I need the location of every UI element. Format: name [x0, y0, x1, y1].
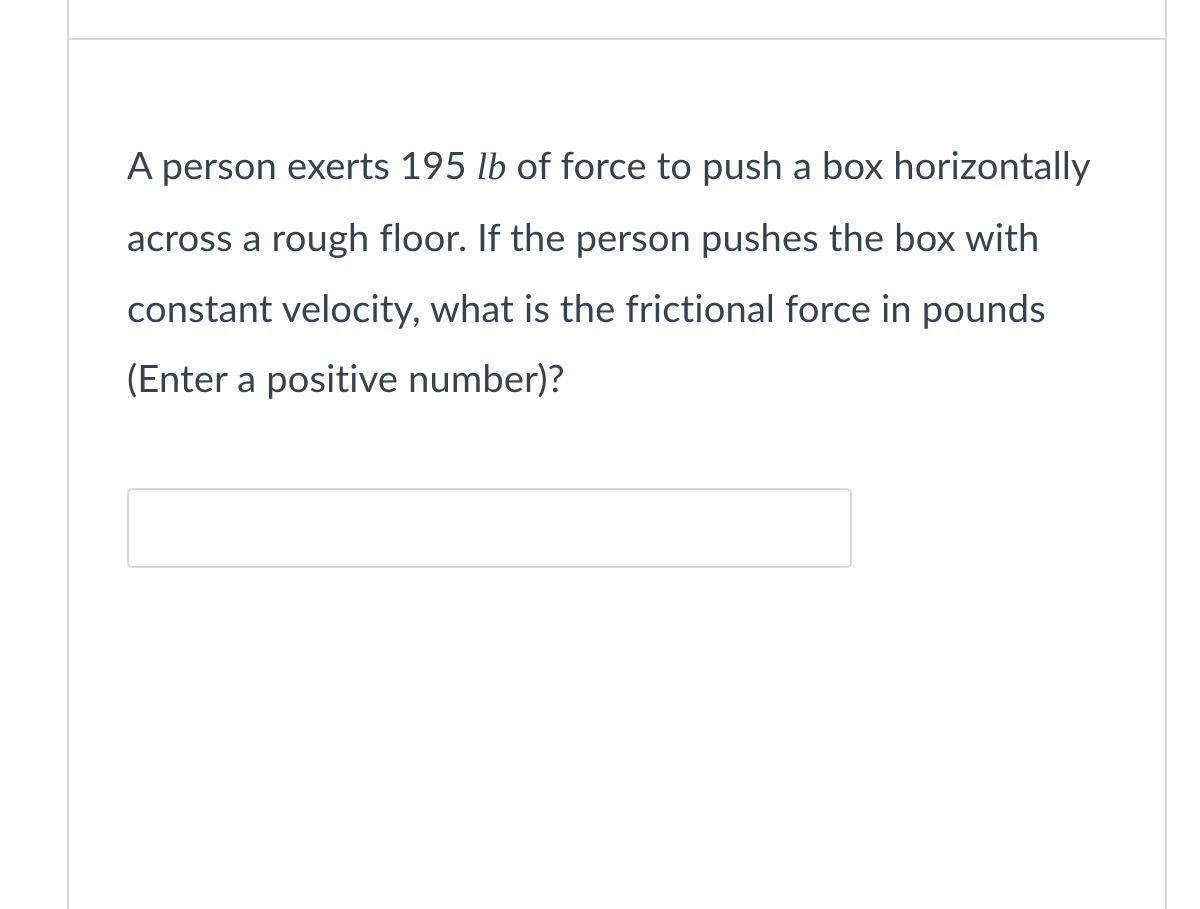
- question-part-1: A person exerts 195: [127, 142, 477, 188]
- top-divider-section: [69, 0, 1165, 40]
- question-text: A person exerts 195 lb of force to push …: [127, 130, 1107, 413]
- question-container: A person exerts 195 lb of force to push …: [67, 0, 1167, 909]
- question-unit: lb: [477, 146, 507, 188]
- content-section: A person exerts 195 lb of force to push …: [69, 40, 1165, 608]
- answer-input[interactable]: [127, 488, 852, 568]
